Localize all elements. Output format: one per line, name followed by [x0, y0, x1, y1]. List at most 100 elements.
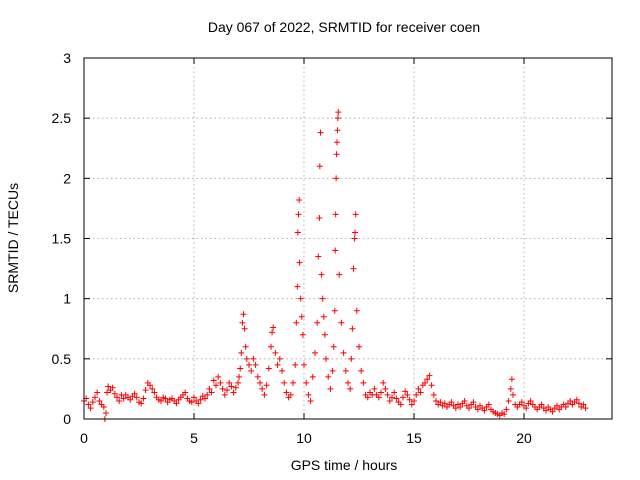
data-point	[103, 409, 109, 416]
plot-frame	[83, 57, 613, 420]
data-point	[375, 394, 382, 401]
data-point	[239, 319, 246, 326]
data-point	[408, 401, 415, 408]
data-point	[281, 379, 288, 386]
data-point	[415, 385, 422, 392]
data-point	[333, 175, 340, 182]
y-tick-label: 2.5	[52, 110, 72, 126]
data-point	[411, 397, 417, 404]
data-point	[347, 385, 354, 392]
data-point	[448, 399, 455, 406]
data-point	[518, 399, 525, 406]
axis-ticks	[83, 57, 612, 420]
y-tick-label: 0	[63, 411, 71, 427]
data-point	[299, 331, 306, 338]
data-point	[290, 379, 296, 386]
data-point	[329, 367, 336, 374]
data-point	[274, 361, 281, 368]
data-point	[352, 229, 359, 236]
data-point	[87, 405, 94, 412]
data-point	[345, 379, 351, 386]
data-point	[325, 373, 332, 380]
x-tick-label: 0	[80, 430, 88, 446]
data-point	[332, 247, 339, 254]
data-point	[204, 391, 211, 398]
data-point	[265, 365, 272, 372]
data-point	[402, 388, 409, 395]
data-point	[215, 373, 222, 380]
data-point	[327, 385, 334, 392]
data-point	[461, 397, 468, 404]
data-point	[338, 319, 345, 326]
data-point	[314, 319, 321, 326]
data-point	[400, 394, 406, 401]
data-point	[131, 390, 138, 397]
data-point	[138, 400, 145, 407]
data-point	[349, 325, 356, 332]
data-point	[263, 382, 270, 389]
data-point	[240, 311, 247, 318]
data-point	[105, 383, 112, 390]
data-point	[503, 406, 510, 413]
y-tick-label: 1	[63, 291, 71, 307]
data-point	[316, 215, 323, 222]
data-point	[319, 295, 326, 302]
data-point	[582, 405, 589, 412]
data-point	[149, 385, 156, 392]
data-point	[307, 397, 314, 404]
data-point	[481, 407, 488, 414]
data-point	[250, 355, 257, 362]
data-point	[252, 361, 259, 368]
data-point	[120, 395, 127, 402]
data-point	[336, 271, 343, 278]
y-tick-label: 3	[63, 50, 71, 66]
data-point	[334, 127, 341, 134]
data-point	[406, 396, 413, 403]
data-point	[219, 385, 226, 392]
data-point	[549, 408, 556, 415]
data-point	[382, 385, 389, 392]
data-point	[358, 367, 365, 374]
data-point	[466, 405, 472, 412]
data-point	[276, 355, 283, 362]
data-point	[562, 403, 569, 410]
data-point	[261, 391, 268, 398]
data-point	[202, 395, 208, 402]
data-point	[94, 389, 101, 396]
data-point	[235, 379, 241, 386]
data-point	[303, 379, 310, 386]
data-point	[272, 349, 279, 356]
data-point	[254, 373, 261, 380]
data-point	[404, 391, 411, 398]
data-point	[295, 211, 302, 218]
data-point	[316, 163, 323, 170]
data-point	[378, 389, 384, 396]
data-point	[334, 115, 341, 122]
data-point	[350, 265, 357, 272]
data-point	[331, 307, 338, 314]
data-point	[100, 403, 107, 410]
data-point	[158, 397, 164, 404]
data-point	[92, 394, 98, 401]
data-point	[301, 361, 307, 368]
data-point	[309, 373, 316, 380]
data-point	[391, 389, 398, 396]
data-point	[305, 391, 312, 398]
data-point	[224, 387, 230, 394]
data-point	[241, 325, 248, 332]
data-point	[523, 405, 530, 412]
data-point	[294, 229, 301, 236]
x-tick-label: 5	[190, 430, 198, 446]
data-point	[393, 395, 400, 402]
data-point	[538, 401, 545, 408]
data-point	[508, 376, 515, 383]
data-point	[217, 379, 224, 386]
data-point	[173, 400, 180, 407]
data-point	[257, 379, 263, 386]
data-point	[243, 355, 250, 362]
data-point	[333, 151, 340, 158]
data-point	[340, 349, 347, 356]
data-point	[353, 307, 360, 314]
data-point	[360, 379, 367, 386]
chart-title: Day 067 of 2022, SRMTID for receiver coe…	[208, 19, 480, 35]
